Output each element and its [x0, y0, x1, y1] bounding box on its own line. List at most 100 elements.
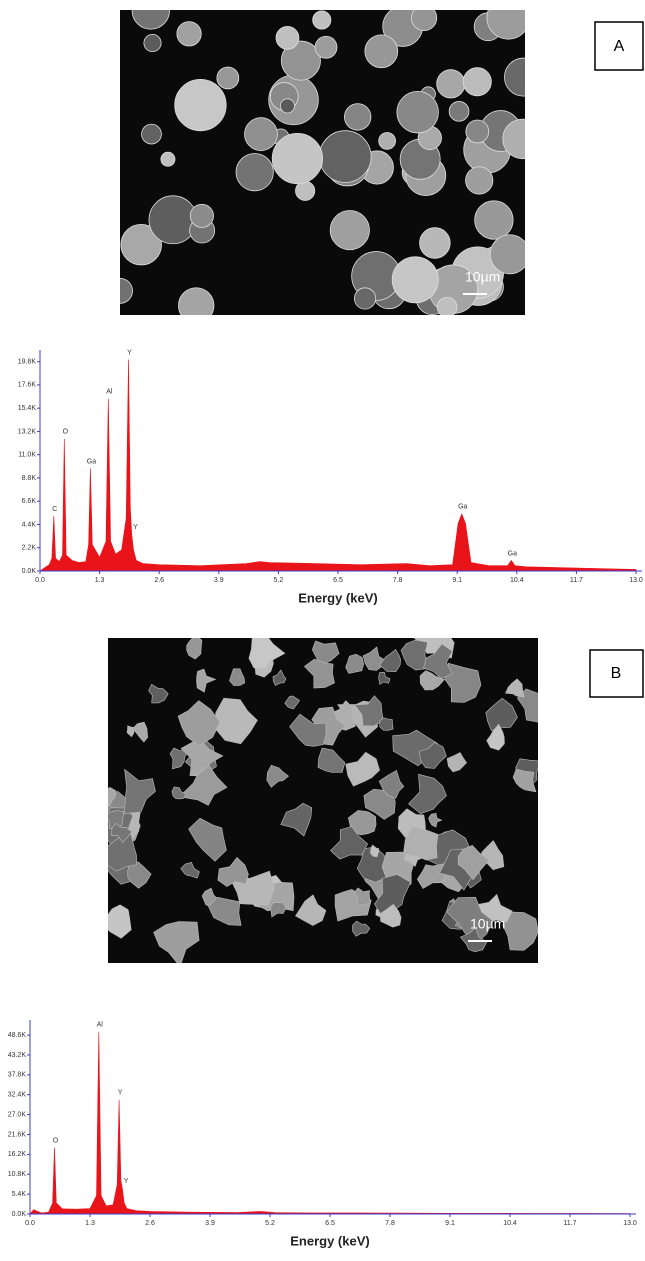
particle [423, 643, 453, 679]
particle [362, 646, 386, 671]
x-tick-label: 7.8 [385, 1220, 395, 1227]
particle [485, 697, 518, 731]
chart: 0.0K 5.4K 10.8K 16.2K 21.6K 27.0K 32.4K 37.8K 43… [8, 1020, 637, 1248]
particle [465, 166, 494, 195]
x-tick-label: 1.3 [85, 1220, 95, 1227]
particle [312, 10, 332, 30]
y-tick-label: 5.4K [12, 1191, 27, 1198]
particle [489, 234, 525, 275]
y-tick-label: 48.6K [8, 1032, 27, 1039]
particle [279, 98, 295, 114]
particle [411, 10, 438, 32]
y-tick-label: 37.8K [8, 1072, 27, 1079]
particle [280, 40, 321, 81]
particle [111, 822, 133, 843]
particle [378, 769, 405, 799]
spectrum-area [29, 1031, 631, 1215]
particle [143, 33, 162, 53]
peak-label: Y [118, 1090, 123, 1097]
x-axis-label: Energy (keV) [298, 590, 377, 605]
x-tick-label: 0.0 [25, 1220, 35, 1227]
particle [352, 920, 371, 937]
peak-label: Ga [87, 458, 96, 465]
particle [153, 921, 200, 963]
particle [188, 817, 227, 862]
particle [457, 845, 490, 881]
spectrum-area [39, 359, 637, 572]
particle [284, 695, 300, 710]
particle [271, 132, 324, 185]
particle [374, 874, 411, 917]
particle [379, 903, 402, 928]
particle [132, 721, 149, 743]
particle [229, 668, 246, 686]
particle [235, 153, 274, 192]
y-tick-label: 17.6K [18, 382, 37, 389]
particle [266, 764, 289, 788]
particles [120, 10, 525, 315]
particle [148, 195, 198, 245]
particle [459, 927, 488, 953]
particle [174, 78, 227, 132]
particle [379, 717, 394, 731]
x-tick-label: 13.0 [629, 577, 643, 584]
particle [347, 810, 377, 836]
sem-image: 10µm [108, 638, 538, 963]
particle [244, 117, 278, 151]
x-tick-label: 3.9 [214, 577, 224, 584]
x-tick-label: 11.7 [570, 577, 583, 584]
peak-label: O [63, 429, 69, 436]
particle [444, 662, 482, 703]
particle [317, 747, 346, 773]
particle [141, 123, 162, 145]
peak-label: O [53, 1138, 59, 1145]
particle [416, 863, 447, 889]
particle [486, 10, 525, 40]
particle [378, 671, 391, 685]
particle [502, 911, 538, 951]
particle [131, 10, 170, 30]
y-tick-label: 27.0K [8, 1111, 27, 1118]
particle [400, 639, 430, 671]
particle [364, 34, 399, 69]
x-tick-label: 11.7 [563, 1220, 576, 1227]
particle [148, 683, 169, 704]
x-tick-label: 5.2 [265, 1220, 275, 1227]
particle [171, 786, 187, 800]
y-tick-label: 21.6K [8, 1131, 27, 1138]
x-tick-label: 7.8 [393, 577, 403, 584]
particle [403, 826, 439, 861]
panel-label: A [614, 38, 625, 55]
y-tick-label: 43.2K [8, 1052, 27, 1059]
y-tick-label: 0.0K [22, 568, 37, 575]
panel-label: B [611, 665, 622, 682]
particle [160, 151, 176, 167]
particle [465, 119, 490, 144]
particle [127, 861, 152, 889]
x-tick-label: 13.0 [623, 1220, 637, 1227]
particle [486, 723, 505, 751]
particle [329, 210, 370, 251]
particle [124, 768, 156, 814]
particle [311, 640, 340, 665]
y-tick-label: 6.6K [22, 498, 37, 505]
particle [436, 69, 466, 99]
particle [178, 765, 228, 806]
particle [504, 57, 525, 97]
x-tick-label: 2.6 [154, 577, 164, 584]
particle [502, 118, 525, 160]
particle [208, 896, 242, 926]
particle [186, 638, 203, 660]
scale-bar-label: 10µm [470, 916, 505, 932]
particle [189, 203, 214, 228]
particle [196, 668, 217, 693]
x-tick-label: 10.4 [503, 1220, 517, 1227]
particle [303, 658, 335, 689]
particle [289, 713, 327, 747]
peak-label: Ga [458, 504, 467, 511]
panel-box [594, 21, 644, 71]
particle [295, 894, 327, 926]
particle [408, 773, 447, 815]
x-tick-label: 10.4 [510, 577, 524, 584]
